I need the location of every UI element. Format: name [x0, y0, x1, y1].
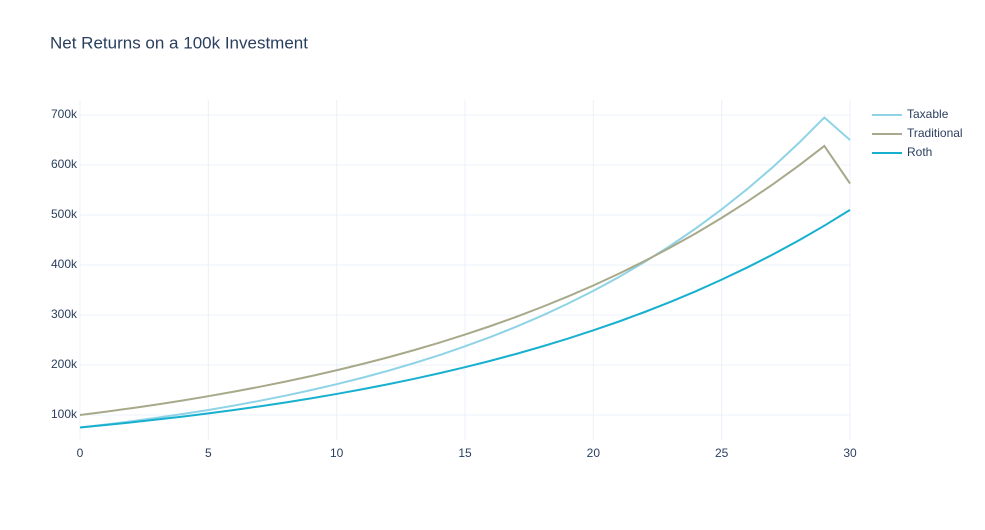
- x-tick-label: 10: [330, 446, 344, 460]
- chart-title: Net Returns on a 100k Investment: [50, 33, 308, 52]
- x-tick-label: 25: [715, 446, 729, 460]
- y-tick-label: 500k: [51, 207, 78, 221]
- y-tick-label: 600k: [51, 157, 78, 171]
- legend-label: Traditional: [907, 126, 963, 140]
- legend-label: Taxable: [907, 107, 949, 121]
- y-tick-label: 200k: [51, 357, 78, 371]
- series-line: [79, 116, 851, 429]
- x-tick-label: 15: [458, 446, 472, 460]
- series-line: [79, 144, 851, 416]
- y-tick-label: 700k: [51, 107, 78, 121]
- y-tick-label: 300k: [51, 307, 78, 321]
- legend-label: Roth: [907, 145, 932, 159]
- x-tick-label: 5: [205, 446, 212, 460]
- y-tick-label: 400k: [51, 257, 78, 271]
- x-tick-label: 0: [77, 446, 84, 460]
- y-tick-label: 100k: [51, 407, 78, 421]
- x-tick-label: 20: [587, 446, 601, 460]
- series-line: [79, 209, 851, 429]
- x-tick-label: 30: [843, 446, 857, 460]
